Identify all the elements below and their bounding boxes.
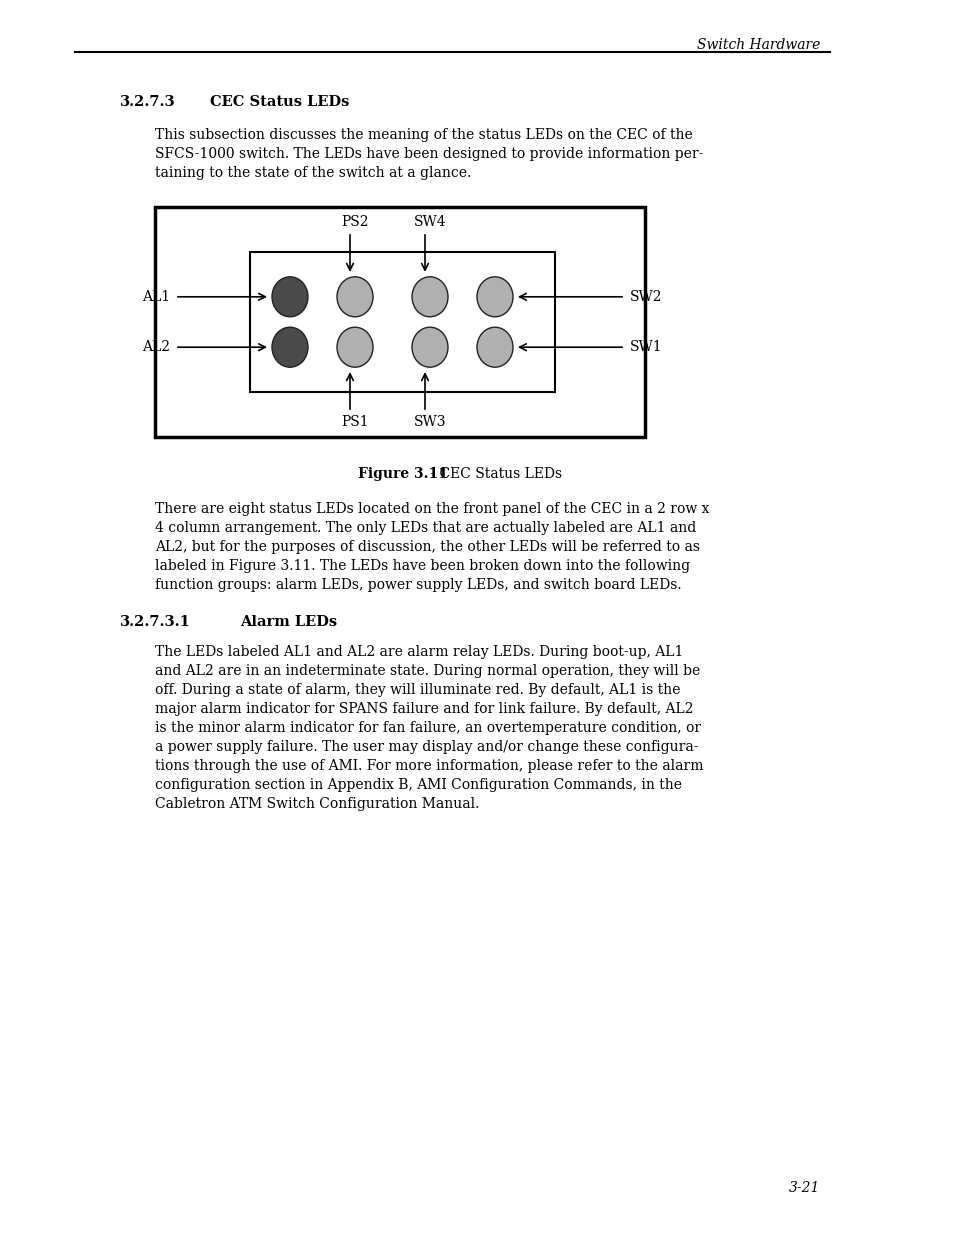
Text: 3-21: 3-21 bbox=[788, 1181, 820, 1195]
Text: labeled in Figure 3.11. The LEDs have been broken down into the following: labeled in Figure 3.11. The LEDs have be… bbox=[154, 559, 689, 573]
Text: taining to the state of the switch at a glance.: taining to the state of the switch at a … bbox=[154, 165, 471, 180]
Text: SFCS-1000 switch. The LEDs have been designed to provide information per-: SFCS-1000 switch. The LEDs have been des… bbox=[154, 147, 702, 161]
Text: - CEC Status LEDs: - CEC Status LEDs bbox=[426, 467, 561, 480]
Text: 4 column arrangement. The only LEDs that are actually labeled are AL1 and: 4 column arrangement. The only LEDs that… bbox=[154, 521, 696, 535]
Ellipse shape bbox=[412, 277, 448, 317]
Text: SW3: SW3 bbox=[414, 415, 446, 429]
Ellipse shape bbox=[272, 327, 308, 367]
Text: major alarm indicator for SPANS failure and for link failure. By default, AL2: major alarm indicator for SPANS failure … bbox=[154, 701, 693, 716]
Text: This subsection discusses the meaning of the status LEDs on the CEC of the: This subsection discusses the meaning of… bbox=[154, 128, 692, 142]
Text: AL1: AL1 bbox=[142, 290, 170, 304]
Ellipse shape bbox=[476, 327, 513, 367]
Text: and AL2 are in an indeterminate state. During normal operation, they will be: and AL2 are in an indeterminate state. D… bbox=[154, 664, 700, 678]
Text: SW4: SW4 bbox=[414, 215, 446, 228]
Text: tions through the use of AMI. For more information, please refer to the alarm: tions through the use of AMI. For more i… bbox=[154, 760, 702, 773]
Text: The LEDs labeled AL1 and AL2 are alarm relay LEDs. During boot-up, AL1: The LEDs labeled AL1 and AL2 are alarm r… bbox=[154, 645, 682, 659]
Text: AL2, but for the purposes of discussion, the other LEDs will be referred to as: AL2, but for the purposes of discussion,… bbox=[154, 540, 700, 555]
Text: 3.2.7.3.1: 3.2.7.3.1 bbox=[120, 615, 191, 629]
Text: Alarm LEDs: Alarm LEDs bbox=[240, 615, 336, 629]
Text: PS1: PS1 bbox=[341, 415, 369, 429]
Text: a power supply failure. The user may display and/or change these configura-: a power supply failure. The user may dis… bbox=[154, 740, 698, 755]
Ellipse shape bbox=[336, 327, 373, 367]
Text: CEC Status LEDs: CEC Status LEDs bbox=[210, 95, 349, 109]
Text: is the minor alarm indicator for fan failure, an overtemperature condition, or: is the minor alarm indicator for fan fai… bbox=[154, 721, 700, 735]
Text: Figure 3.11: Figure 3.11 bbox=[357, 467, 448, 480]
Text: function groups: alarm LEDs, power supply LEDs, and switch board LEDs.: function groups: alarm LEDs, power suppl… bbox=[154, 578, 680, 592]
Text: SW1: SW1 bbox=[629, 340, 662, 354]
Ellipse shape bbox=[412, 327, 448, 367]
Bar bbox=[250, 252, 555, 391]
Ellipse shape bbox=[272, 277, 308, 317]
Text: Switch Hardware: Switch Hardware bbox=[696, 38, 820, 52]
Text: configuration section in Appendix B, AMI Configuration Commands, in the: configuration section in Appendix B, AMI… bbox=[154, 778, 681, 792]
Ellipse shape bbox=[476, 277, 513, 317]
Bar bbox=[154, 207, 644, 437]
Text: off. During a state of alarm, they will illuminate red. By default, AL1 is the: off. During a state of alarm, they will … bbox=[154, 683, 679, 697]
Text: 3.2.7.3: 3.2.7.3 bbox=[120, 95, 175, 109]
Ellipse shape bbox=[336, 277, 373, 317]
Text: Cabletron ATM Switch Configuration Manual.: Cabletron ATM Switch Configuration Manua… bbox=[154, 797, 478, 811]
Text: There are eight status LEDs located on the front panel of the CEC in a 2 row x: There are eight status LEDs located on t… bbox=[154, 501, 709, 516]
Text: SW2: SW2 bbox=[629, 290, 661, 304]
Text: PS2: PS2 bbox=[341, 215, 369, 228]
Text: AL2: AL2 bbox=[142, 340, 170, 354]
